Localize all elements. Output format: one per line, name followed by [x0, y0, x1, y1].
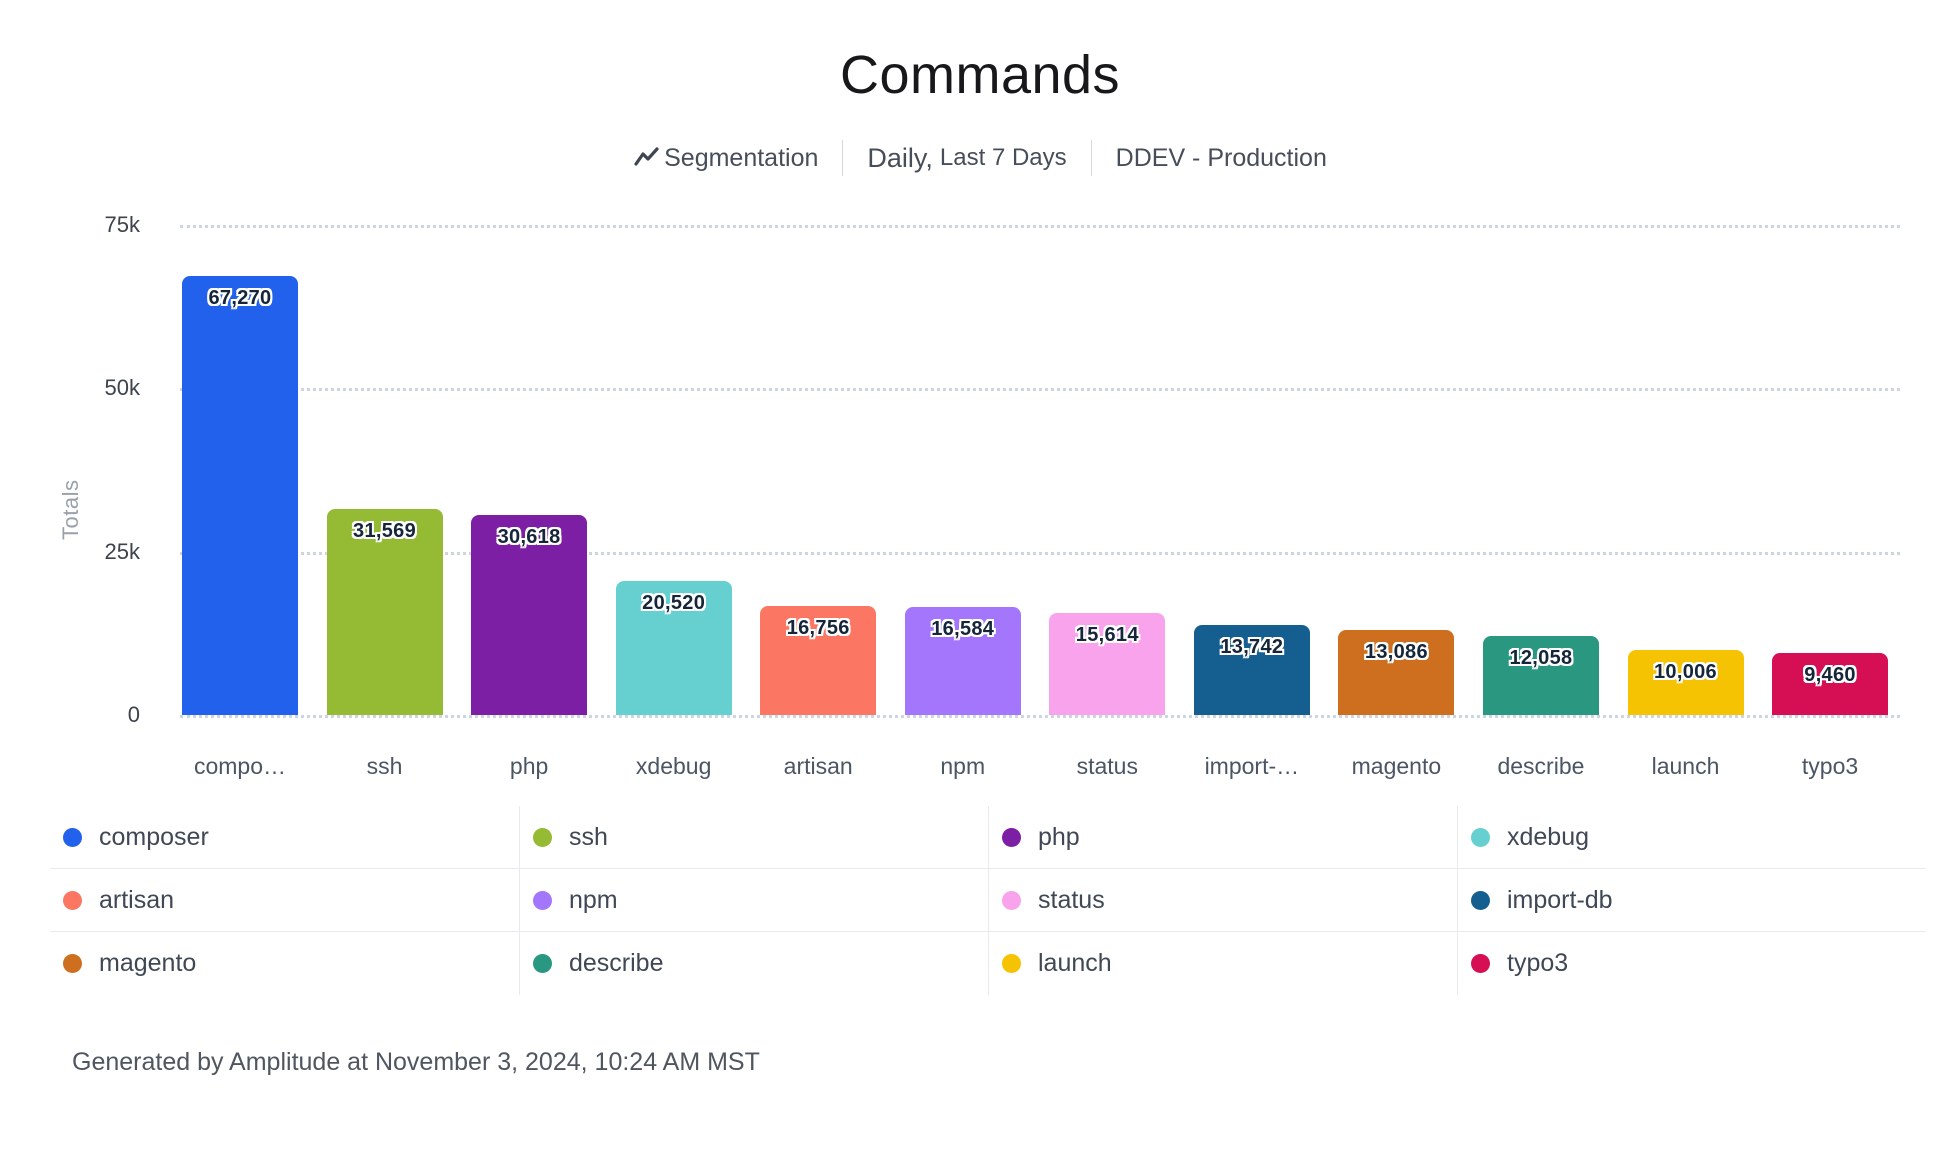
bar-xdebug[interactable]: 20,520 [615, 581, 732, 715]
legend-dot [533, 890, 552, 910]
bar-value-label: 12,058 [1509, 647, 1573, 669]
bar-npm[interactable]: 16,584 [904, 607, 1021, 715]
bar-value-label: 16,584 [931, 618, 995, 640]
x-axis-label-composer: compo… [193, 753, 287, 779]
segmentation-label: Segmentation [664, 143, 819, 172]
x-axis-label-magento: magento [1351, 753, 1442, 779]
period-label: Daily, Last 7 Days [867, 143, 1066, 174]
legend-dot [533, 827, 552, 847]
legend-item-label: import-db [1507, 885, 1613, 914]
legend-item-composer[interactable]: composer [50, 806, 519, 869]
legend-dot [1002, 890, 1021, 910]
bar-typo3[interactable]: 9,460 [1772, 653, 1889, 715]
bar-value-label: 15,614 [1075, 624, 1139, 646]
legend-dot [1471, 890, 1490, 910]
y-axis: 75k 50k 25k 0 [0, 0, 140, 1152]
footer-text: Generated by Amplitude at November 3, 20… [72, 1048, 760, 1076]
x-axis-label-launch: launch [1651, 753, 1720, 779]
bar-magento[interactable]: 13,086 [1338, 630, 1455, 715]
bar-value-label: 30,618 [497, 526, 561, 548]
legend-item-import-db[interactable]: import-db [1457, 869, 1926, 932]
period-sub: Last 7 Days [939, 144, 1067, 171]
legend-dot [1471, 954, 1490, 973]
bar-value-label: 13,742 [1220, 636, 1284, 658]
legend-dot [63, 890, 82, 910]
legend-dot [1471, 827, 1490, 847]
x-axis-label-import-db: import-… [1204, 753, 1300, 779]
legend-item-label: xdebug [1507, 822, 1590, 851]
x-axis-label-status: status [1076, 753, 1138, 779]
legend-item-artisan[interactable]: artisan [50, 869, 519, 932]
legend-item-launch[interactable]: launch [988, 932, 1457, 995]
legend-item-describe[interactable]: describe [519, 932, 988, 995]
subtitle-divider [842, 140, 844, 176]
segmentation-chip: Segmentation [633, 144, 818, 173]
chart-title: Commands [839, 45, 1121, 105]
bar-value-label: 16,756 [786, 617, 850, 639]
legend-item-label: php [1038, 822, 1080, 851]
bar-value-label: 67,270 [208, 287, 272, 309]
bar-import-db[interactable]: 13,742 [1193, 625, 1310, 715]
y-tick-label-75k: 75k [104, 212, 140, 237]
bar-ssh[interactable]: 31,569 [326, 509, 443, 715]
legend-item-magento[interactable]: magento [50, 932, 519, 995]
bar-value-label: 31,569 [353, 520, 417, 542]
y-tick-label-25k: 25k [104, 538, 140, 564]
gridline-50k [180, 388, 1900, 392]
legend-item-php[interactable]: php [988, 806, 1457, 869]
bar-launch[interactable]: 10,006 [1627, 650, 1744, 715]
bar-describe[interactable]: 12,058 [1482, 636, 1599, 715]
bar-status[interactable]: 15,614 [1049, 613, 1166, 715]
legend-item-label: status [1038, 885, 1105, 914]
line-chart-zigzag-icon [633, 145, 660, 172]
x-axis-label-ssh: ssh [366, 753, 403, 779]
legend-item-label: describe [569, 949, 664, 977]
legend-item-label: ssh [569, 822, 608, 851]
gridline-75k [180, 225, 1900, 228]
legend-item-label: artisan [99, 885, 175, 914]
plot-area: 67,270 31,569 30,618 20,520 16,756 16,584 15,6… [180, 225, 1900, 718]
period-main: Daily, [867, 142, 933, 173]
project-label: DDEV - Production [1115, 143, 1327, 172]
legend-item-label: typo3 [1507, 949, 1569, 977]
legend-dot [533, 954, 552, 973]
gridline-25k [180, 551, 1900, 555]
legend-item-typo3[interactable]: typo3 [1457, 932, 1926, 995]
x-axis-label-describe: describe [1497, 753, 1585, 779]
bar-value-label: 10,006 [1654, 661, 1717, 683]
y-tick-label-0: 0 [127, 702, 140, 727]
legend-item-ssh[interactable]: ssh [519, 806, 988, 869]
legend-item-label: magento [99, 949, 197, 977]
legend-dot [1002, 827, 1021, 847]
legend-item-label: launch [1038, 949, 1112, 977]
legend-item-xdebug[interactable]: xdebug [1457, 806, 1926, 869]
bar-value-label: 20,520 [642, 592, 706, 614]
y-tick-label-50k: 50k [104, 375, 140, 401]
subtitle-row: Segmentation Daily, Last 7 Days DDEV - P… [0, 140, 1960, 176]
x-axis-label-php: php [509, 753, 549, 779]
bar-composer[interactable]: 67,270 [182, 276, 298, 715]
x-axis-label-artisan: artisan [783, 753, 853, 779]
legend-item-label: npm [569, 885, 618, 914]
legend-dot [1002, 954, 1021, 973]
legend: composer ssh php xdebug artisan npm status impo… [50, 806, 1926, 995]
x-axis-label-npm: npm [940, 753, 986, 779]
bar-artisan[interactable]: 16,756 [760, 606, 877, 715]
subtitle-divider [1090, 140, 1092, 176]
x-axis-label-typo3: typo3 [1801, 753, 1859, 779]
bar-php[interactable]: 30,618 [471, 515, 588, 715]
gridline-0 [180, 715, 1900, 718]
legend-item-npm[interactable]: npm [519, 869, 988, 932]
x-axis-label-xdebug: xdebug [635, 753, 712, 779]
legend-item-label: composer [99, 822, 209, 851]
bar-value-label: 13,086 [1364, 641, 1428, 663]
bar-value-label: 9,460 [1804, 664, 1856, 686]
legend-dot [63, 827, 82, 847]
legend-dot [63, 954, 82, 973]
legend-item-status[interactable]: status [988, 869, 1457, 932]
